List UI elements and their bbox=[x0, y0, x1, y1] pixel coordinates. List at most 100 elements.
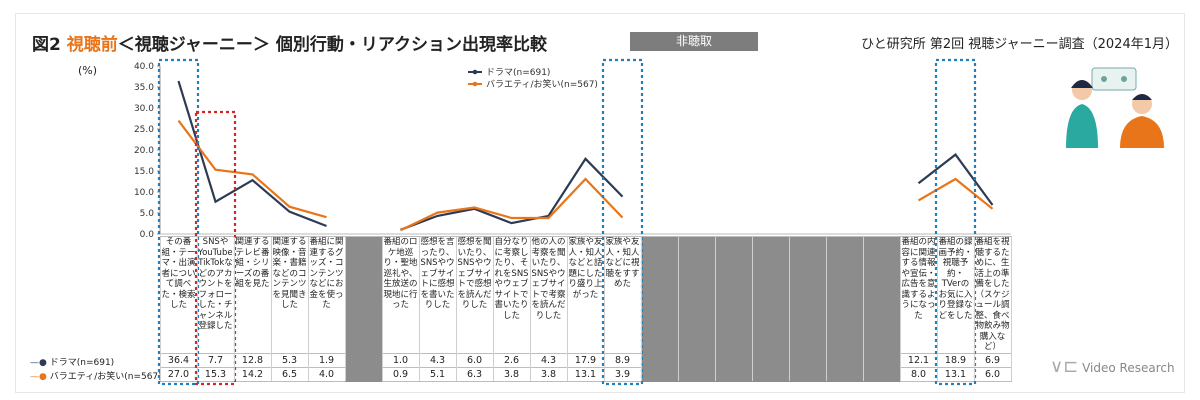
gray-column bbox=[678, 237, 715, 381]
series-line-drama bbox=[400, 157, 624, 231]
series-line-drama bbox=[177, 80, 327, 228]
non-listening-badge: 非聴取 bbox=[630, 32, 758, 51]
y-tick-label: 30.0 bbox=[134, 104, 154, 114]
legend-marker-drama bbox=[472, 69, 478, 75]
category-label: SNSやYouTube・TikTokなどのアカウントをフォローした・チャンネル登… bbox=[198, 237, 234, 331]
highlight-box-blue bbox=[934, 58, 977, 386]
legend-label-variety: バラエティ/お笑い(n=567) bbox=[486, 78, 598, 90]
column-separator bbox=[567, 237, 568, 381]
column-separator bbox=[974, 237, 975, 381]
table-cell-drama: 4.3 bbox=[429, 355, 446, 366]
people-illustration bbox=[1066, 67, 1164, 148]
column-separator bbox=[900, 237, 901, 381]
table-cell-drama: 17.9 bbox=[574, 355, 597, 366]
gray-column bbox=[863, 237, 900, 381]
gray-column bbox=[752, 237, 789, 381]
highlight-box-blue bbox=[157, 58, 200, 386]
column-separator bbox=[197, 237, 198, 381]
page-title: 図2 視聴前＜視聴ジャーニー＞ 個別行動・リアクション出現率比較 bbox=[32, 30, 547, 55]
column-separator bbox=[271, 237, 272, 381]
title-rest: ＜視聴ジャーニー＞ 個別行動・リアクション出現率比較 bbox=[117, 35, 547, 55]
gray-column bbox=[715, 237, 752, 381]
table-top-line bbox=[160, 236, 1012, 237]
table-cell-drama: 12.8 bbox=[241, 355, 264, 366]
column-separator bbox=[752, 237, 753, 381]
table-cell-variety: 5.1 bbox=[429, 369, 446, 380]
video-research-logo: ∨⊏ Video Research bbox=[1050, 356, 1175, 377]
series-line-variety bbox=[177, 119, 327, 219]
table-cell-drama: 6.0 bbox=[466, 355, 483, 366]
table-cell-variety: 14.2 bbox=[241, 369, 264, 380]
column-separator bbox=[863, 237, 864, 381]
table-cell-variety: 13.1 bbox=[944, 369, 967, 380]
column-separator bbox=[160, 237, 161, 381]
category-label: 関連するテレビ番組・シリーズの番組を見た bbox=[235, 237, 270, 289]
category-label: 番組を視聴するために、生活上の準備をした（スケジュール調整、食べ物飲み物購入など… bbox=[975, 237, 1010, 352]
gray-column bbox=[826, 237, 863, 381]
table-cell-drama: 12.1 bbox=[907, 355, 930, 366]
table-row-label-variety: —● バラエティ/お笑い(n=567) bbox=[30, 372, 162, 382]
figure-number: 図2 bbox=[32, 35, 61, 55]
column-separator bbox=[715, 237, 716, 381]
table-cell-variety: 4.0 bbox=[318, 369, 335, 380]
column-separator bbox=[456, 237, 457, 381]
table-cell-variety: 8.0 bbox=[910, 369, 927, 380]
table-cell-variety: 13.1 bbox=[574, 369, 597, 380]
highlight-box-red bbox=[194, 110, 237, 386]
table-cell-drama: 5.3 bbox=[281, 355, 298, 366]
category-label: 番組に関連するグッズ・コンテンツなどにお金を使った bbox=[309, 237, 344, 310]
column-separator bbox=[308, 237, 309, 381]
table-cell-variety: 15.3 bbox=[204, 369, 227, 380]
figure-panel bbox=[16, 14, 1184, 392]
category-label: 番組の内容に関連する情報や宣伝・広告を意識するようになった bbox=[901, 237, 936, 321]
gray-column bbox=[789, 237, 826, 381]
table-cell-drama: 4.3 bbox=[540, 355, 557, 366]
highlight-box-blue bbox=[601, 58, 644, 386]
table-cell-drama: 7.7 bbox=[207, 355, 224, 366]
table-cell-drama: 36.4 bbox=[167, 355, 190, 366]
table-cell-drama: 1.9 bbox=[318, 355, 335, 366]
category-label: 感想を言ったり、SNSやウェブサイトに感想を書いたりした bbox=[420, 237, 455, 310]
y-tick-label: 10.0 bbox=[134, 188, 154, 198]
category-label: 感想を聞いたり、SNSやウェブサイトで感想を読んだりした bbox=[457, 237, 492, 310]
column-separator bbox=[345, 237, 346, 381]
y-tick-label: 35.0 bbox=[134, 83, 154, 93]
column-separator bbox=[789, 237, 790, 381]
table-cell-variety: 3.9 bbox=[614, 369, 631, 380]
y-tick-label: 40.0 bbox=[134, 62, 154, 72]
series-line-variety bbox=[917, 177, 994, 210]
category-label: その番組・テーマ・出演者について調べた・検索した bbox=[161, 237, 196, 310]
column-separator bbox=[234, 237, 235, 381]
table-cell-drama: 8.9 bbox=[614, 355, 631, 366]
legend-label-drama: ドラマ(n=691) bbox=[486, 67, 550, 78]
category-label: 家族や友人・知人などと話題にしたり盛り上がった bbox=[568, 237, 603, 300]
y-tick-label: 15.0 bbox=[134, 167, 154, 177]
column-separator bbox=[937, 237, 938, 381]
table-bottom-line bbox=[160, 381, 1012, 382]
category-label: 家族や友人・知人などに視聴をすすめた bbox=[605, 237, 640, 289]
y-tick-label: 20.0 bbox=[134, 146, 154, 156]
table-cell-variety: 6.5 bbox=[281, 369, 298, 380]
category-label: 番組の録画予約・視聴予約・TVerのお気に入り登録などをした bbox=[938, 237, 973, 321]
y-tick-label: 5.0 bbox=[140, 209, 155, 219]
table-row-label-drama: —● ドラマ(n=691) bbox=[30, 358, 115, 368]
y-unit-label: (%) bbox=[78, 64, 98, 77]
category-label: 自分なりに考察したり、それをSNSやウェブサイトで書いたりした bbox=[494, 237, 529, 321]
column-separator bbox=[530, 237, 531, 381]
table-cell-variety: 6.0 bbox=[984, 369, 1001, 380]
column-separator bbox=[678, 237, 679, 381]
table-cell-drama: 1.0 bbox=[392, 355, 409, 366]
table-cell-drama: 2.6 bbox=[503, 355, 520, 366]
title-accent: 視聴前 bbox=[66, 35, 118, 55]
legend-marker-variety bbox=[472, 81, 478, 87]
table-header-line bbox=[160, 353, 1012, 354]
table-cell-variety: 0.9 bbox=[392, 369, 409, 380]
column-separator bbox=[382, 237, 383, 381]
y-tick-label: 0.0 bbox=[140, 230, 155, 240]
table-cell-variety: 27.0 bbox=[167, 369, 190, 380]
table-cell-drama: 18.9 bbox=[944, 355, 967, 366]
table-row-line bbox=[160, 367, 1012, 368]
column-separator bbox=[419, 237, 420, 381]
column-separator bbox=[1011, 237, 1012, 381]
